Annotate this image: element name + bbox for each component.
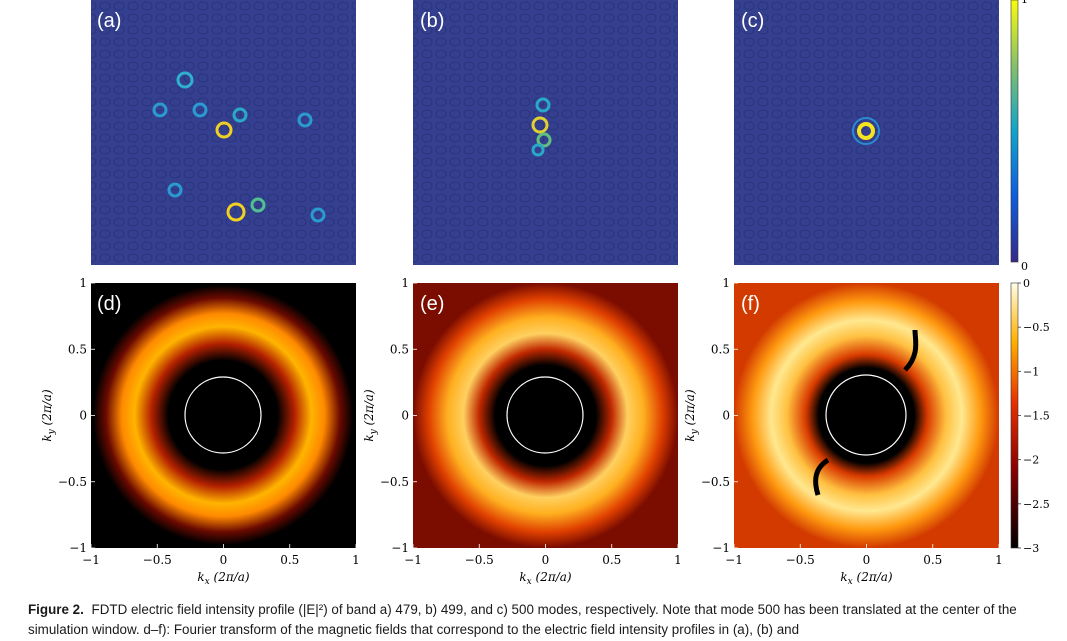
y-tick-label: −1: [391, 541, 409, 555]
x-axis-label: kx (2π/a): [519, 570, 572, 587]
y-axis-label: ky (2π/a): [40, 389, 57, 442]
y-axis-label: ky (2π/a): [362, 389, 379, 442]
x-tick-label: 0: [863, 553, 871, 567]
panel-d: (d): [91, 283, 356, 548]
x-tick-label: −1: [725, 553, 743, 567]
colorbar-bottom-tick-label: −0.5: [1023, 321, 1050, 334]
caption-label: Figure 2.: [28, 602, 84, 617]
colorbar-bottom-tick-label: −1: [1023, 365, 1039, 378]
y-tick-label: −0.5: [701, 475, 730, 489]
panel-a-label: (a): [97, 10, 121, 32]
caption-text: FDTD electric field intensity profile (|…: [28, 602, 1017, 637]
panel-c: (c): [734, 0, 999, 265]
x-tick-label: 0.5: [923, 553, 942, 567]
panel-b-label: (b): [420, 10, 444, 32]
x-tick-label: 0: [542, 553, 550, 567]
y-tick-label: −0.5: [380, 475, 409, 489]
axes-ticks: −1 −0.5 0 0.5 1 1 0.5 0 −0.5 −1 kx (2π/a) ky (2π/a)…: [40, 276, 1003, 587]
x-tick-label: −0.5: [786, 553, 815, 567]
x-tick-label: 0.5: [280, 553, 299, 567]
y-tick-label: 0: [79, 409, 87, 423]
y-tick-label: −1: [712, 541, 730, 555]
panel-c-label: (c): [741, 10, 764, 32]
colorbar-top-max: 1: [1021, 0, 1028, 6]
colorbar-bottom-tick-label: −2.5: [1023, 498, 1050, 511]
y-tick-label: 1: [722, 276, 730, 290]
y-tick-label: 1: [79, 276, 87, 290]
y-tick-label: 0: [401, 409, 409, 423]
colorbar-bottom-tick-label: 0: [1023, 277, 1030, 290]
x-tick-label: 1: [352, 553, 360, 567]
panel-f: (f): [734, 283, 999, 548]
x-tick-label: 0: [220, 553, 228, 567]
x-tick-label: −1: [82, 553, 100, 567]
y-axis-label: ky (2π/a): [683, 389, 700, 442]
x-tick-label: −0.5: [465, 553, 494, 567]
x-axis-label: kx (2π/a): [197, 570, 250, 587]
y-tick-label: 0.5: [68, 342, 87, 356]
x-axis-label: kx (2π/a): [840, 570, 893, 587]
panel-e: (e): [413, 283, 678, 548]
y-tick-label: −0.5: [58, 475, 87, 489]
x-tick-label: 0.5: [602, 553, 621, 567]
y-tick-label: −1: [69, 541, 87, 555]
x-tick-label: −1: [404, 553, 422, 567]
y-tick-label: 0: [722, 409, 730, 423]
colorbar-bottom-tick-label: −3: [1023, 542, 1039, 555]
panel-e-label: (e): [420, 293, 444, 315]
y-tick-label: 0.5: [390, 342, 409, 356]
colorbar-bottom-tick-label: −1.5: [1023, 410, 1050, 423]
colorbar-top-min: 0: [1021, 260, 1028, 273]
colorbar-bottom-tick-label: −2: [1023, 454, 1039, 467]
figure-caption: Figure 2. FDTD electric field intensity …: [28, 600, 1058, 640]
y-tick-label: 0.5: [711, 342, 730, 356]
colorbar-top: 1 0: [1010, 0, 1028, 273]
x-tick-label: −0.5: [143, 553, 172, 567]
x-tick-label: 1: [995, 553, 1003, 567]
panel-b: (b): [413, 0, 678, 265]
panel-d-label: (d): [97, 293, 121, 315]
y-tick-label: 1: [401, 276, 409, 290]
panel-f-label: (f): [741, 293, 760, 315]
colorbar-bottom: 0 −0.5 −1 −1.5 −2 −2.5 −3: [1010, 277, 1050, 555]
panel-a: (a): [91, 0, 356, 265]
x-tick-label: 1: [674, 553, 682, 567]
